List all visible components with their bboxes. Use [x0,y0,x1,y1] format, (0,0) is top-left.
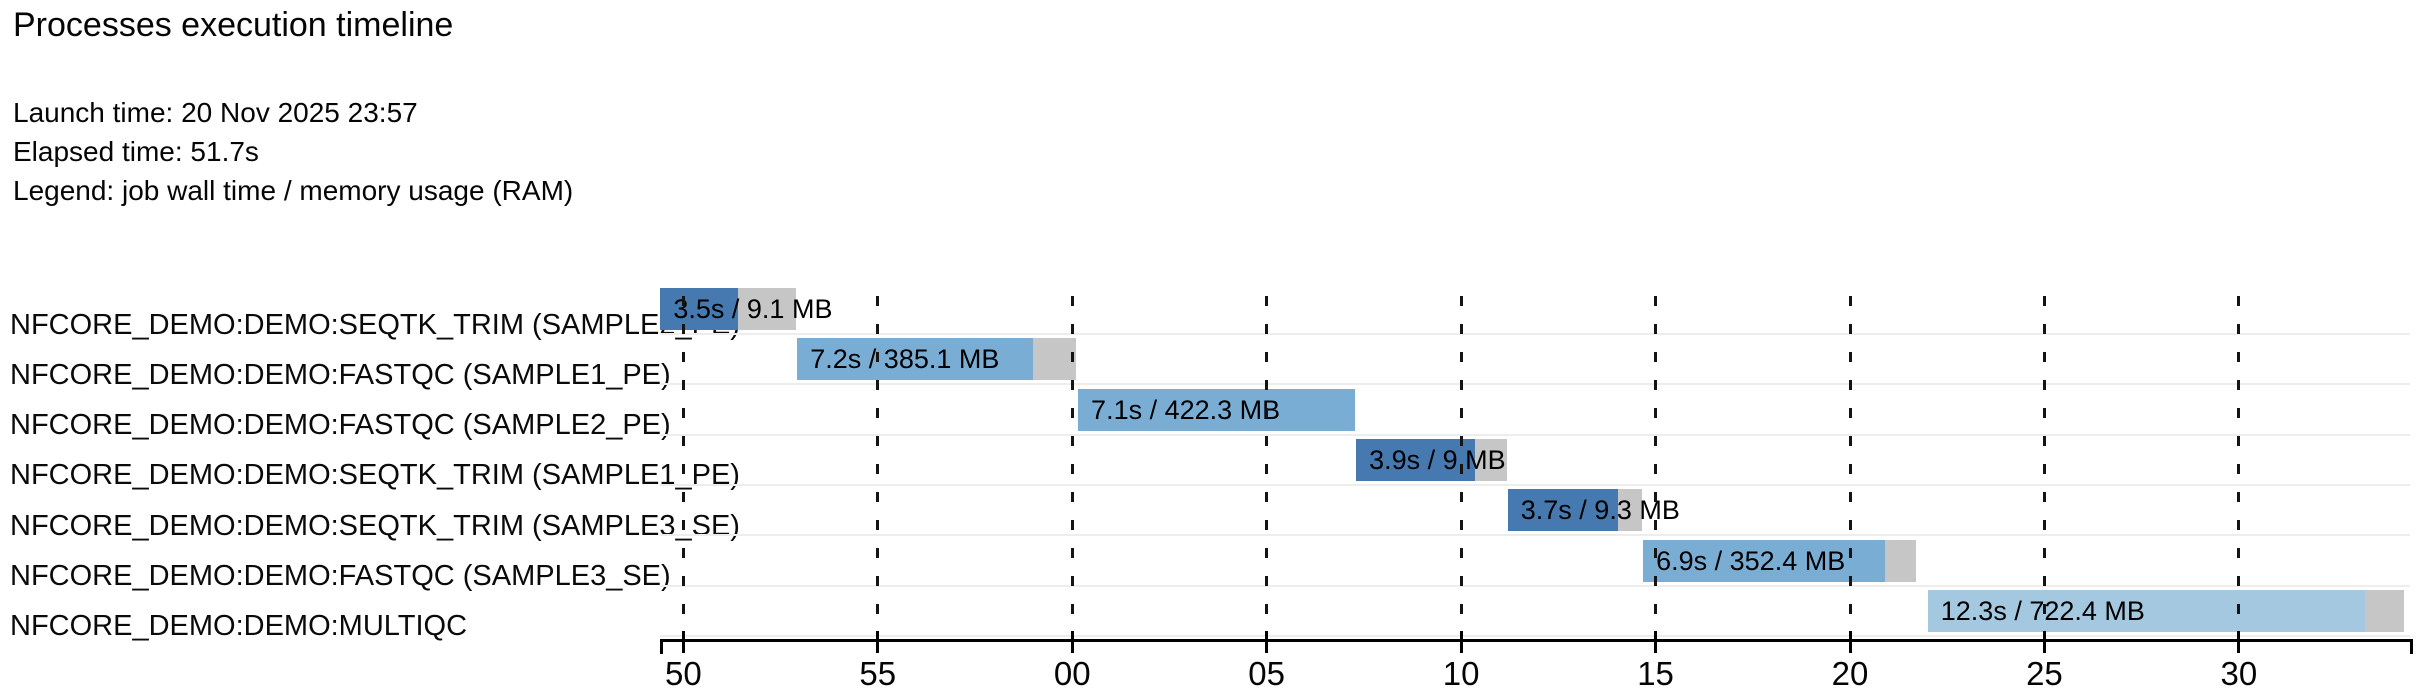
task-value-label: 3.5s / 9.1 MB [673,294,833,324]
row-separator-line [660,483,2410,486]
axis-tick-label: 55 [859,655,897,692]
launch-time-text: Launch time: 20 Nov 2025 23:57 [13,97,418,128]
axis-end-cap [660,639,663,654]
axis-tick-mark [1265,631,1269,653]
row-label: NFCORE_DEMO:DEMO:MULTIQC [10,610,468,643]
axis-tick-mark [2042,631,2046,653]
axis-tick-mark [1654,631,1658,653]
row-label: NFCORE_DEMO:DEMO:FASTQC (SAMPLE3_SE) [10,560,671,592]
axis-tick-label: 20 [1831,655,1869,692]
grid-line [1459,288,1463,638]
run-metadata: Launch time: 20 Nov 2025 23:57 Elapsed t… [13,93,573,210]
task-wall-time-segment [1643,539,1885,582]
row-separator-line [660,433,2410,436]
row-label: NFCORE_DEMO:DEMO:FASTQC (SAMPLE2_PE) [10,409,671,442]
task-bar[interactable]: 7.1s / 422.3 MB [1078,388,1355,431]
task-bar[interactable]: 12.3s / 722.4 MB [1927,589,2405,632]
page-title: Processes execution timeline [13,6,454,44]
axis-tick-mark [1848,631,1852,653]
axis-tick-label: 25 [2026,655,2063,692]
task-wall-time-segment [1356,438,1476,481]
axis-baseline [660,639,2413,642]
task-bar[interactable]: 3.7s / 9.3 MB [1507,489,1680,532]
task-wall-time-segment [660,288,739,330]
axis-tick-label: 15 [1637,655,1674,692]
task-value-label: 6.9s / 352.4 MB [1656,545,1846,576]
task-wall-time-segment [1507,489,1619,532]
axis-tick-label: 05 [1248,655,1286,692]
axis-tick-label: 00 [1053,655,1091,692]
grid-line [876,288,880,638]
axis-tick-label: 50 [664,655,702,692]
row-separator-line [660,383,2410,386]
task-wall-time-segment [797,338,1034,381]
task-bar[interactable]: 3.9s / 9 MB [1356,438,1507,481]
task-bar[interactable]: 6.9s / 352.4 MB [1643,539,1917,582]
axis-tick-mark [876,631,880,653]
task-value-label: 7.1s / 422.3 MB [1091,394,1281,425]
grid-line [1070,288,1074,638]
task-wall-time-segment [1927,589,2366,632]
row-separator-line [660,634,2410,637]
row-separator-line [660,584,2410,587]
row-label: NFCORE_DEMO:DEMO:SEQTK_TRIM (SAMPLE2_PE) [10,308,740,341]
task-value-label: 12.3s / 722.4 MB [1940,595,2145,626]
row-separator-line [660,333,2410,335]
elapsed-time-text: Elapsed time: 51.7s [13,136,259,167]
axis-tick-mark [681,631,685,653]
grid-line [1265,288,1269,638]
row-label: NFCORE_DEMO:DEMO:SEQTK_TRIM (SAMPLE3_SE) [10,509,740,542]
task-bar[interactable]: 3.5s / 9.1 MB [660,288,832,330]
task-wall-time-segment [1078,388,1355,431]
axis-tick-mark [1070,631,1074,653]
task-value-label: 7.2s / 385.1 MB [810,344,1000,375]
grid-line [2042,288,2046,638]
row-separator-line [660,534,2410,537]
axis-end-cap [2410,639,2413,654]
row-label: NFCORE_DEMO:DEMO:FASTQC (SAMPLE1_PE) [10,358,671,391]
task-value-label: 3.9s / 9 MB [1369,444,1506,475]
axis-tick-label: 10 [1442,655,1480,692]
grid-line [681,288,685,638]
row-label: NFCORE_DEMO:DEMO:SEQTK_TRIM (SAMPLE1_PE) [10,459,740,492]
grid-line [1654,288,1658,638]
task-bar[interactable]: 7.2s / 385.1 MB [797,338,1077,381]
axis-tick-mark [1459,631,1463,653]
legend-text: Legend: job wall time / memory usage (RA… [13,175,574,206]
grid-line [1848,288,1852,638]
task-value-label: 3.7s / 9.3 MB [1520,495,1680,526]
grid-line [2237,288,2241,638]
axis-tick-mark [2237,631,2241,653]
axis-tick-label: 30 [2220,655,2258,692]
